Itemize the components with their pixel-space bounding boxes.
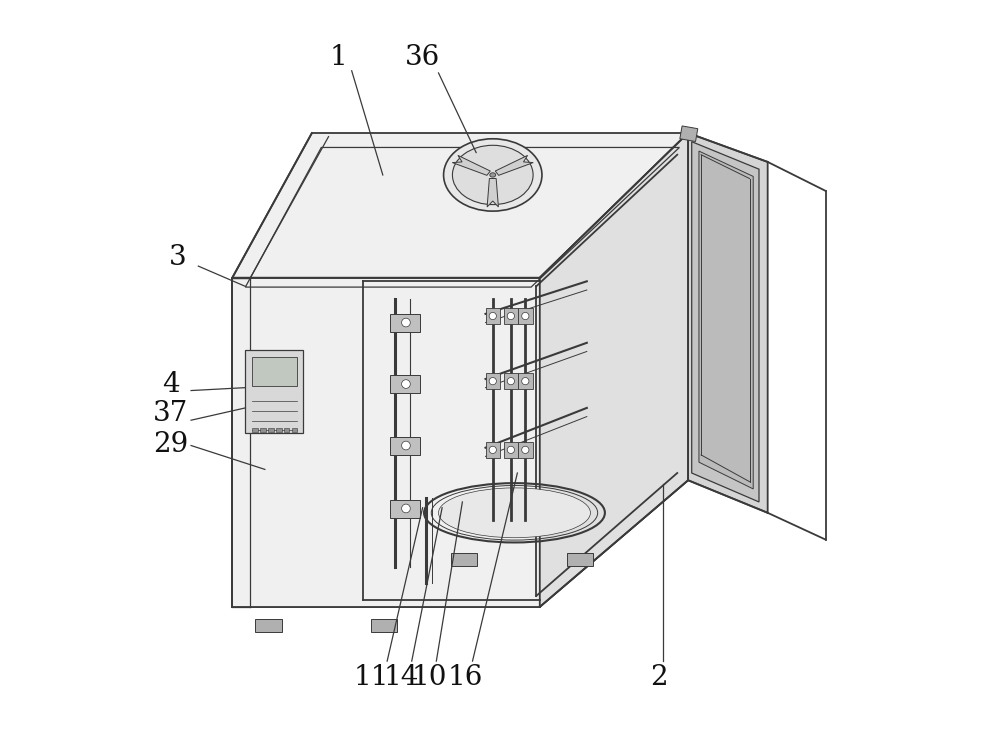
Polygon shape xyxy=(232,133,688,278)
Circle shape xyxy=(402,380,410,389)
Bar xyxy=(292,428,297,432)
Text: 29: 29 xyxy=(153,431,188,458)
Bar xyxy=(371,619,397,632)
Circle shape xyxy=(507,446,514,453)
Polygon shape xyxy=(536,155,677,596)
Bar xyxy=(255,619,282,632)
Polygon shape xyxy=(688,133,768,512)
Polygon shape xyxy=(504,308,518,324)
Polygon shape xyxy=(518,308,533,324)
Bar xyxy=(451,553,477,566)
Polygon shape xyxy=(390,375,420,394)
Bar xyxy=(252,428,258,432)
Bar xyxy=(284,428,289,432)
Ellipse shape xyxy=(439,488,590,538)
Bar xyxy=(260,428,266,432)
Text: 3: 3 xyxy=(169,244,187,271)
Bar xyxy=(567,553,593,566)
Bar xyxy=(245,350,303,433)
Bar xyxy=(680,126,698,141)
Bar xyxy=(268,428,274,432)
Polygon shape xyxy=(518,442,533,458)
Circle shape xyxy=(402,441,410,450)
Circle shape xyxy=(489,313,496,319)
Polygon shape xyxy=(452,155,490,176)
Bar xyxy=(252,357,297,386)
Polygon shape xyxy=(540,133,688,607)
Polygon shape xyxy=(486,308,500,324)
Text: 2: 2 xyxy=(650,663,668,690)
Ellipse shape xyxy=(452,145,533,205)
Polygon shape xyxy=(486,442,500,458)
Circle shape xyxy=(489,446,496,453)
Polygon shape xyxy=(232,278,540,607)
Polygon shape xyxy=(390,500,420,518)
Polygon shape xyxy=(366,286,536,596)
Circle shape xyxy=(489,378,496,385)
Polygon shape xyxy=(366,155,677,286)
Circle shape xyxy=(402,318,410,327)
Polygon shape xyxy=(692,141,759,502)
Polygon shape xyxy=(495,155,533,176)
Circle shape xyxy=(507,378,514,385)
Circle shape xyxy=(402,504,410,512)
Text: 36: 36 xyxy=(405,44,440,71)
Text: 37: 37 xyxy=(153,400,189,427)
Polygon shape xyxy=(504,373,518,389)
Text: 1: 1 xyxy=(330,44,348,71)
Circle shape xyxy=(507,313,514,319)
Bar xyxy=(276,428,282,432)
Text: 4: 4 xyxy=(162,370,180,397)
Polygon shape xyxy=(487,179,498,207)
Text: 16: 16 xyxy=(448,663,483,690)
Circle shape xyxy=(522,378,529,385)
Ellipse shape xyxy=(444,139,542,211)
Polygon shape xyxy=(518,373,533,389)
Text: 11: 11 xyxy=(353,663,389,690)
Polygon shape xyxy=(390,437,420,455)
Circle shape xyxy=(522,313,529,319)
Circle shape xyxy=(522,446,529,453)
Polygon shape xyxy=(232,480,688,607)
Text: 14: 14 xyxy=(383,663,419,690)
Polygon shape xyxy=(390,314,420,332)
Polygon shape xyxy=(366,473,677,596)
Polygon shape xyxy=(699,151,753,489)
Ellipse shape xyxy=(490,173,496,177)
Polygon shape xyxy=(486,373,500,389)
Polygon shape xyxy=(504,442,518,458)
Text: 10: 10 xyxy=(411,663,447,690)
